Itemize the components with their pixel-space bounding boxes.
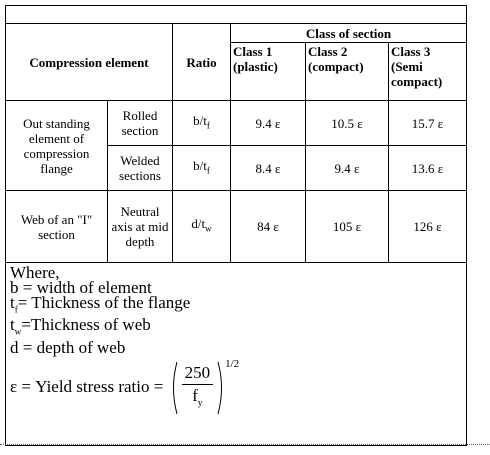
class-desc: (compact) [308, 59, 364, 74]
class-header: Class 3 (Semi compact) [387, 42, 468, 101]
value-cell: 15.7 ε [387, 100, 468, 146]
ratio-sub: w [205, 223, 212, 234]
header-cell: Class of section [229, 23, 468, 43]
header-cell: Compression element [5, 23, 173, 101]
denominator: fy [192, 385, 202, 413]
element-cell: Out standing element of compression flan… [5, 100, 108, 191]
symbol-sub: w [14, 326, 22, 337]
value-cell: 105 ε [305, 190, 389, 263]
class-header: Class 1 (plastic) [230, 42, 306, 101]
element-cell: Web of an "I" section [5, 190, 108, 263]
ratio-cell: b/tf [172, 145, 231, 191]
note: d = depth of web [10, 337, 126, 357]
notes-cell: Where, b = width of element tf= Thicknes… [4, 262, 468, 446]
numerator: 250 [181, 362, 214, 386]
value-cell: 84 ε [230, 190, 306, 263]
class-name: Class 1 [233, 44, 273, 59]
paren [172, 361, 178, 414]
symbol: f [192, 386, 198, 406]
value-cell: 9.4 ε [305, 145, 389, 191]
sub-element-cell: Neutral axis at mid depth [107, 190, 173, 263]
class-desc: (Semi compact) [391, 59, 443, 89]
symbol: t [10, 293, 15, 312]
header-cell: Ratio [172, 23, 231, 101]
class-desc: (plastic) [233, 59, 278, 74]
value-cell: 13.6 ε [387, 145, 468, 191]
symbol-sub: f [14, 304, 18, 315]
value-cell: 8.4 ε [230, 145, 306, 191]
blank-row [4, 5, 468, 24]
symbol: t [10, 315, 15, 335]
note: tf= Thickness of the flange [10, 293, 462, 317]
class-name: Class 2 [308, 44, 348, 59]
exponent: 1/2 [225, 357, 240, 370]
value-cell: 126 ε [387, 190, 468, 263]
section-table: Compression element Ratio Class of secti… [4, 5, 468, 446]
symbol-sub: y [197, 397, 203, 408]
paren [217, 361, 223, 414]
ratio-base: b/t [193, 157, 207, 173]
note: Where, [10, 263, 60, 282]
ratio-base: b/t [193, 112, 207, 128]
dotted-rule [0, 444, 490, 445]
ratio-sub: f [206, 165, 210, 176]
class-header: Class 2 (compact) [305, 42, 389, 101]
value-cell: 10.5 ε [305, 100, 389, 146]
sub-element-cell: Welded sections [107, 145, 173, 191]
note-text: ε = Yield stress ratio = [10, 376, 164, 396]
note-text: =Thickness of web [21, 315, 151, 335]
ratio-base: d/t [191, 216, 206, 232]
note: b = width of element [10, 278, 152, 297]
note: tw=Thickness of web [10, 315, 462, 339]
ratio-cell: d/tw [172, 190, 231, 263]
value-cell: 9.4 ε [230, 100, 306, 146]
ratio-sub: f [206, 120, 210, 131]
sub-element-cell: Rolled section [107, 100, 173, 146]
fraction: 250 fy [178, 362, 218, 413]
ratio-cell: b/tf [172, 100, 231, 146]
formula: 250 fy 1/2 [170, 358, 239, 415]
note: ε = Yield stress ratio = 250 fy 1/2 [10, 358, 462, 415]
class-name: Class 3 [391, 44, 431, 59]
note-text: = Thickness of the flange [17, 293, 191, 312]
